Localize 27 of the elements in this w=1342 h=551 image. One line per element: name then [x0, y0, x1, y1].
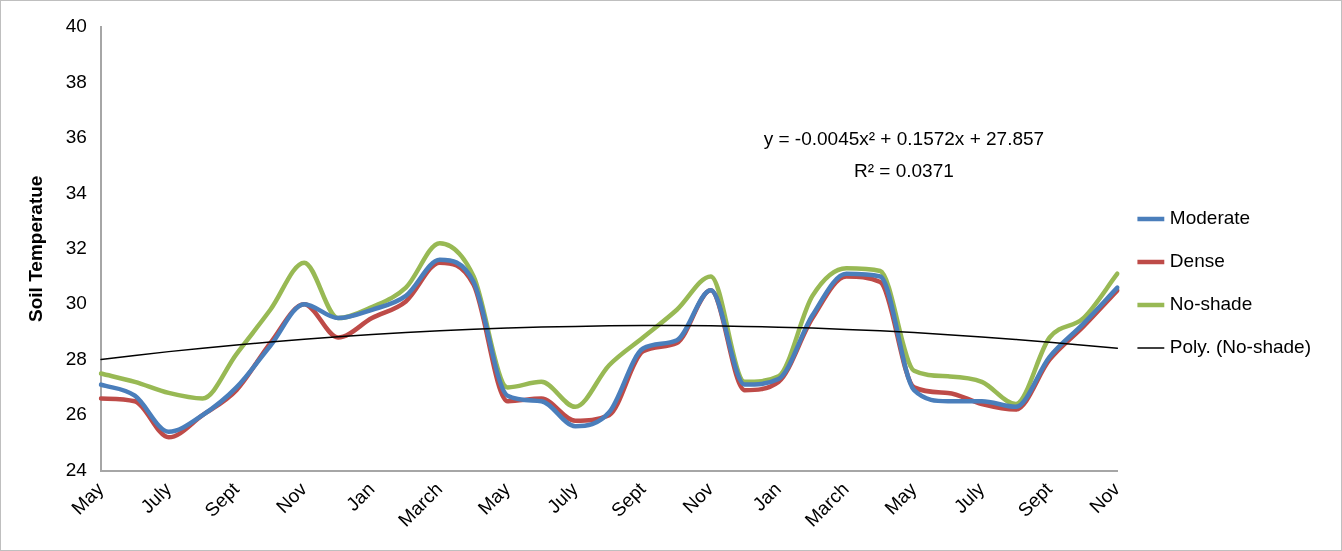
legend-label: Poly. (No-shade)	[1169, 336, 1312, 358]
x-tick-label: May	[880, 477, 921, 519]
x-tick-label: July	[136, 477, 176, 518]
x-tick-label: Nov	[678, 477, 718, 518]
y-tick-label: 26	[65, 403, 87, 425]
x-tick-label: Nov	[1085, 477, 1125, 518]
y-tick-label: 36	[65, 126, 87, 148]
y-tick-label: 32	[65, 237, 87, 259]
x-tick-label: Jan	[748, 478, 786, 515]
x-tick-label: May	[473, 477, 515, 519]
x-tick-label: July	[949, 477, 989, 518]
y-tick-label: 24	[65, 458, 88, 480]
y-tick-label: 40	[65, 15, 87, 37]
y-tick-label: 30	[65, 292, 87, 314]
y-axis-title: Soil Temperatue	[24, 175, 46, 322]
x-tick-label: May	[67, 477, 108, 519]
x-tick-label: July	[543, 477, 583, 518]
y-tick-label: 34	[65, 181, 88, 203]
y-tick-label: 28	[65, 347, 87, 369]
annotation: R² = 0.0371	[853, 160, 954, 182]
legend-label: No-shade	[1169, 293, 1253, 315]
legend-label: Moderate	[1169, 207, 1251, 229]
y-tick-label: 38	[65, 70, 87, 92]
annotation: y = -0.0045x² + 0.1572x + 27.857	[763, 128, 1045, 150]
x-tick-label: Nov	[272, 477, 312, 518]
legend-label: Dense	[1169, 250, 1225, 272]
x-tick-label: Jan	[341, 478, 379, 515]
